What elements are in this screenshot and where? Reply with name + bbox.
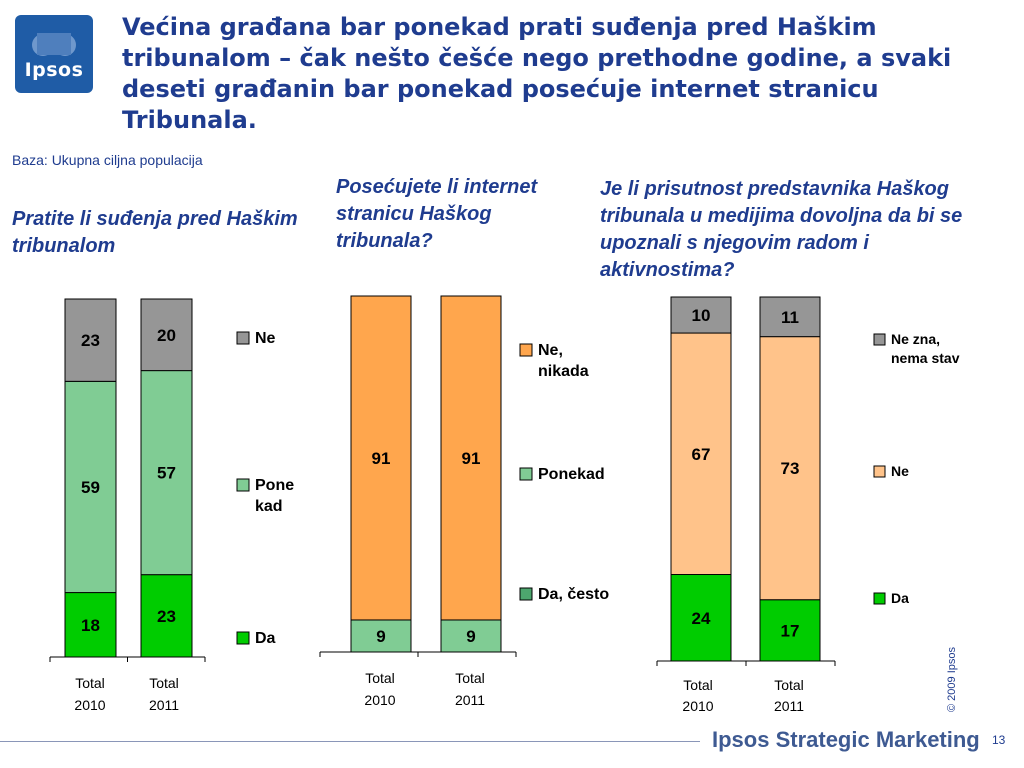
chart2-legend-label: nikada xyxy=(538,363,589,380)
chart1-legend-label: Ne xyxy=(255,330,276,347)
chart1-legend-label: kad xyxy=(255,498,283,515)
chart1-legend-swatch xyxy=(236,478,250,492)
base-note: Baza: Ukupna ciljna populacija xyxy=(12,152,203,168)
page-title: Većina građana bar ponekad prati suđenja… xyxy=(122,13,952,134)
chart2-data-label: 91 xyxy=(462,449,481,468)
chart2-legend-label: Da, često xyxy=(538,586,609,603)
chart2-legend-swatch xyxy=(519,343,533,357)
chart3-data-label: 73 xyxy=(781,459,800,478)
chart1-data-label: 59 xyxy=(81,478,100,497)
chart1-bar-3-1 xyxy=(64,298,117,382)
chart1-data-label: 20 xyxy=(157,326,176,345)
chart1-bar-2-2 xyxy=(140,370,193,576)
chart2-legend-label: Ponekad xyxy=(538,466,605,483)
chart2-data-label: 9 xyxy=(376,627,385,646)
chart1-bar-1-2 xyxy=(140,574,193,658)
chart2-data-label: 9 xyxy=(466,627,475,646)
chart3-data-label: 17 xyxy=(781,621,800,640)
chart2-bar-2-2 xyxy=(440,619,502,653)
chart3-data-label: 24 xyxy=(692,609,711,628)
copyright: © 2009 Ipsos xyxy=(946,647,958,712)
chart3-legend-label: Ne zna, xyxy=(891,331,940,347)
chart2-bar-2-1 xyxy=(350,619,412,653)
chart2-category-year: 2010 xyxy=(364,692,395,708)
chart1-legend-label: Pone xyxy=(255,477,294,494)
chart1-legend-label: Da xyxy=(255,630,276,647)
chart3-legend-swatch xyxy=(873,465,886,478)
chart1-category-year: 2011 xyxy=(149,697,179,713)
footer-divider xyxy=(0,741,700,742)
chart3-bar-3-1 xyxy=(670,296,732,334)
chart1-bar-3-2 xyxy=(140,298,193,372)
ipsos-logo: Ipsos xyxy=(15,15,93,93)
chart2-category-year: 2011 xyxy=(455,692,485,708)
chart3-data-label: 67 xyxy=(692,445,711,464)
chart1-data-label: 23 xyxy=(157,607,176,626)
chart3-bar-2-2 xyxy=(759,336,821,601)
chart2-category-label: Total xyxy=(365,670,395,686)
chart3-bar-3-2 xyxy=(759,296,821,338)
chart2-legend-label: Ne, xyxy=(538,342,563,359)
chart3-category-label: Total xyxy=(683,677,713,693)
chart1-category-label: Total xyxy=(75,675,105,691)
chart2-legend-swatch xyxy=(519,587,533,601)
chart1-data-label: 23 xyxy=(81,331,100,350)
chart3-bar-1-2 xyxy=(759,599,821,662)
logo-face-icon xyxy=(32,33,76,56)
chart3-data-label: 10 xyxy=(692,306,711,325)
chart1-data-label: 57 xyxy=(157,464,176,483)
chart1-bar-1-1 xyxy=(64,592,117,658)
question-3: Je li prisutnost predstavnika Haškog tri… xyxy=(600,178,963,281)
chart3-bar-2-1 xyxy=(670,332,732,576)
question-1: Pratite li suđenja pred Haškim tribunalo… xyxy=(12,208,298,257)
chart2-category-label: Total xyxy=(455,670,485,686)
page-number: 13 xyxy=(992,733,1006,747)
footer-brand: Ipsos Strategic Marketing xyxy=(712,727,980,752)
chart2-bar-3-1 xyxy=(350,295,412,621)
chart3-legend-label: Da xyxy=(891,590,909,606)
chart3-category-year: 2010 xyxy=(682,698,713,714)
chart1-legend-swatch xyxy=(236,631,250,645)
chart3-category-year: 2011 xyxy=(774,698,804,714)
chart2-data-label: 91 xyxy=(372,449,391,468)
chart3-bar-1-1 xyxy=(670,574,732,662)
chart3-legend-label: Ne xyxy=(891,463,909,479)
chart3-category-label: Total xyxy=(774,677,804,693)
chart2-legend-swatch xyxy=(519,467,533,481)
chart2-bar-3-2 xyxy=(440,295,502,621)
logo-text: Ipsos xyxy=(24,59,84,81)
chart1-category-label: Total xyxy=(149,675,179,691)
question-2: Posećujete li internet stranicu Haškog t… xyxy=(336,176,538,252)
chart3-legend-swatch xyxy=(873,592,886,605)
chart1-category-year: 2010 xyxy=(74,697,105,713)
chart1-legend-swatch xyxy=(236,331,250,345)
chart3-legend-swatch xyxy=(873,333,886,346)
chart1-data-label: 18 xyxy=(81,616,100,635)
chart3-legend-label: nema stav xyxy=(891,350,960,366)
chart3-data-label: 11 xyxy=(781,308,799,327)
